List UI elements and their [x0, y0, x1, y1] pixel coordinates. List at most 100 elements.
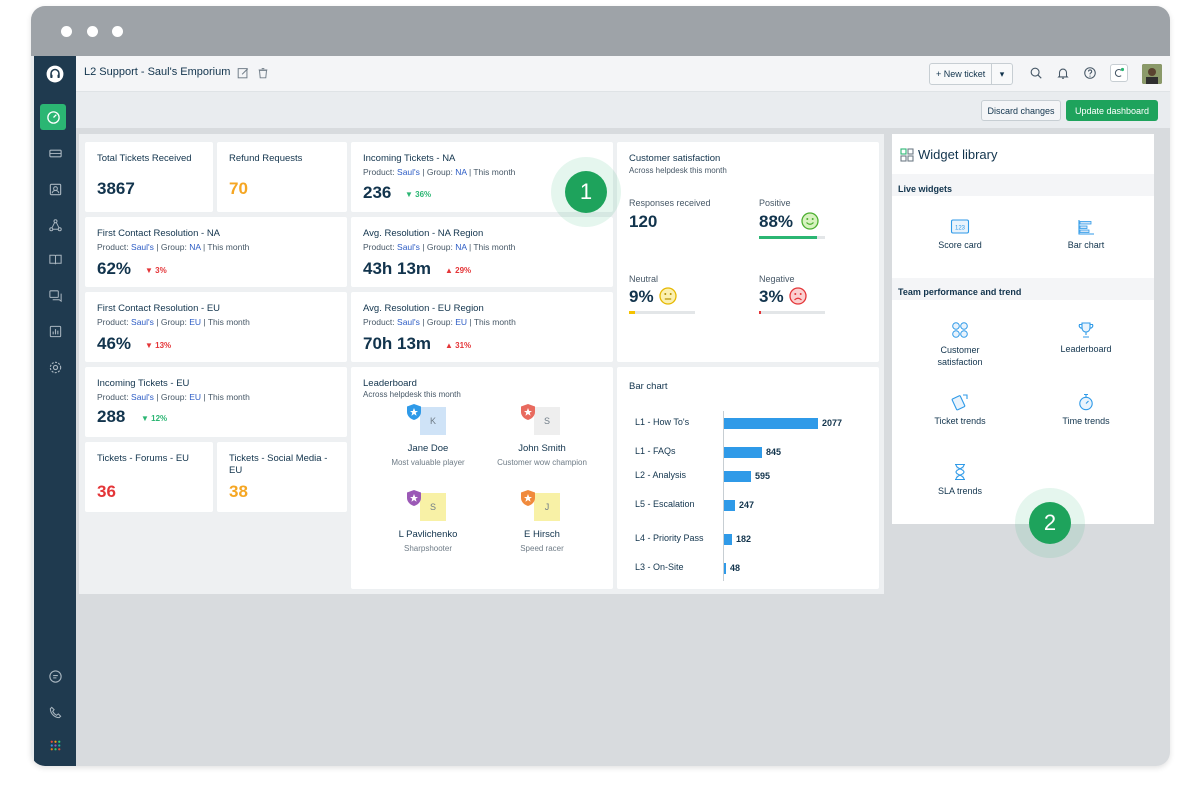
refund-requests-card[interactable]: Refund Requests 70 — [217, 142, 347, 212]
card-title: Avg. Resolution - NA Region — [363, 228, 484, 239]
bar-row[interactable]: L3 - On-Site 48 — [617, 560, 879, 578]
customer-satisfaction-widget[interactable]: Customer satisfaction — [900, 320, 1020, 368]
widget-grid: Total Tickets Received 3867 Refund Reque… — [79, 134, 884, 594]
fcr-na-card[interactable]: First Contact Resolution - NA Product: S… — [85, 217, 347, 287]
group-link[interactable]: NA — [455, 167, 467, 177]
bar-row[interactable]: L5 - Escalation 247 — [617, 497, 879, 515]
discard-changes-button[interactable]: Discard changes — [981, 100, 1061, 121]
leaderboard-person[interactable]: K Jane Doe Most valuable player — [363, 404, 493, 467]
window-dot-minimize[interactable] — [87, 26, 98, 37]
leaderboard-widget[interactable]: Leaderboard — [1026, 320, 1146, 354]
badge-shield-icon — [407, 404, 421, 420]
bell-icon[interactable] — [1054, 64, 1072, 82]
leaderboard-award: Speed racer — [520, 544, 564, 553]
card-title: First Contact Resolution - EU — [97, 303, 221, 314]
trash-icon[interactable] — [254, 64, 272, 82]
trend-delta: ▲ 29% — [445, 266, 472, 275]
chevron-down-icon[interactable]: ▾ — [999, 68, 1005, 79]
card-filters: Product: Saul's | Group: NA | This month — [363, 167, 516, 177]
avatar: S — [407, 490, 446, 525]
bar-row[interactable]: L1 - FAQs 845 — [617, 444, 879, 462]
trophy-icon — [1078, 322, 1094, 338]
bar-chart-card[interactable]: Bar chart L1 - How To's 2077 L1 - FAQs 845 L… — [617, 367, 879, 589]
bar[interactable] — [724, 447, 762, 458]
tickets-icon[interactable] — [34, 140, 76, 166]
bar[interactable] — [724, 471, 751, 482]
forums-icon[interactable] — [34, 282, 76, 308]
product-link[interactable]: Saul's — [131, 392, 154, 402]
leaderboard-person[interactable]: J E Hirsch Speed racer — [477, 490, 607, 553]
product-link[interactable]: Saul's — [397, 317, 420, 327]
avg-resolution-na-card[interactable]: Avg. Resolution - NA Region Product: Sau… — [351, 217, 613, 287]
product-link[interactable]: Saul's — [131, 242, 154, 252]
chat-icon[interactable] — [34, 663, 76, 689]
group-link[interactable]: EU — [455, 317, 468, 327]
leaderboard-name: John Smith — [518, 443, 566, 454]
group-link[interactable]: NA — [189, 242, 201, 252]
card-filters: Product: Saul's | Group: EU | This month — [97, 392, 250, 402]
bar-row[interactable]: L2 - Analysis 595 — [617, 468, 879, 486]
product-link[interactable]: Saul's — [131, 317, 154, 327]
user-avatar[interactable] — [1142, 64, 1162, 84]
update-dashboard-button[interactable]: Update dashboard — [1066, 100, 1158, 121]
reports-icon[interactable] — [34, 318, 76, 344]
knowledge-base-icon[interactable] — [34, 246, 76, 272]
group-link[interactable]: EU — [189, 392, 202, 402]
window-dot-close[interactable] — [61, 26, 72, 37]
incoming-tickets-eu-card[interactable]: Incoming Tickets - EU Product: Saul's | … — [85, 367, 347, 437]
time-trends-widget[interactable]: Time trends — [1026, 392, 1146, 426]
leaderboard-person[interactable]: S L Pavlichenko Sharpshooter — [363, 490, 493, 553]
window-dot-maximize[interactable] — [112, 26, 123, 37]
card-value: 62% — [97, 259, 132, 278]
avg-resolution-eu-card[interactable]: Avg. Resolution - EU Region Product: Sau… — [351, 292, 613, 362]
apps-grid-icon[interactable] — [34, 732, 76, 758]
groups-icon[interactable] — [34, 212, 76, 238]
card-value: 43h 13m — [363, 259, 432, 278]
ticket-trends-widget[interactable]: Ticket trends — [900, 392, 1020, 426]
group-link[interactable]: EU — [189, 317, 202, 327]
score-card-widget[interactable]: 123 Score card — [900, 218, 1020, 250]
contacts-icon[interactable] — [34, 176, 76, 202]
card-title: Total Tickets Received — [97, 153, 192, 164]
trend-delta: ▼ 12% — [141, 414, 168, 423]
bar[interactable] — [724, 418, 818, 429]
forums-eu-card[interactable]: Tickets - Forums - EU 36 — [85, 442, 213, 512]
bar-row[interactable]: L4 - Priority Pass 182 — [617, 531, 879, 549]
status-toggle-icon[interactable] — [1110, 64, 1128, 82]
edit-icon[interactable] — [234, 64, 252, 82]
bar-category-label: L3 - On-Site — [635, 562, 684, 572]
bar[interactable] — [724, 500, 735, 511]
dashboard-icon[interactable] — [40, 104, 66, 130]
sla-trends-widget[interactable]: SLA trends — [900, 462, 1020, 496]
bar[interactable] — [724, 563, 726, 574]
customer-satisfaction-card[interactable]: Customer satisfaction Across helpdesk th… — [617, 142, 879, 362]
settings-icon[interactable] — [34, 354, 76, 380]
help-icon[interactable] — [1081, 64, 1099, 82]
bar-row[interactable]: L1 - How To's 2077 — [617, 415, 879, 433]
bar-chart-widget[interactable]: Bar chart — [1026, 218, 1146, 250]
search-icon[interactable] — [1027, 64, 1045, 82]
phone-icon[interactable] — [34, 699, 76, 725]
card-title: Avg. Resolution - EU Region — [363, 303, 484, 314]
social-media-eu-card[interactable]: Tickets - Social Media - EU 38 — [217, 442, 347, 512]
neutral-track — [629, 311, 695, 314]
fcr-eu-card[interactable]: First Contact Resolution - EU Product: S… — [85, 292, 347, 362]
total-tickets-card[interactable]: Total Tickets Received 3867 — [85, 142, 213, 212]
negative-value: 3% — [759, 287, 784, 306]
product-link[interactable]: Saul's — [397, 242, 420, 252]
headset-logo-icon[interactable] — [42, 61, 68, 87]
customer-satisfaction-icon — [952, 322, 968, 338]
new-ticket-button[interactable]: + New ticket ▾ — [929, 63, 1013, 85]
bar[interactable] — [724, 534, 732, 545]
card-filters: Product: Saul's | Group: NA | This month — [97, 242, 250, 252]
neutral-face-icon — [659, 287, 677, 305]
badge-shield-icon — [521, 490, 535, 506]
leaderboard-person[interactable]: S John Smith Customer wow champion — [477, 404, 607, 467]
avatar: S — [521, 404, 560, 439]
product-link[interactable]: Saul's — [397, 167, 420, 177]
leaderboard-card[interactable]: Leaderboard Across helpdesk this month K… — [351, 367, 613, 589]
positive-value: 88% — [759, 212, 794, 231]
dashboard-title: L2 Support - Saul's Emporium — [84, 66, 231, 78]
trend-delta: ▼ 3% — [145, 266, 167, 275]
group-link[interactable]: NA — [455, 242, 467, 252]
